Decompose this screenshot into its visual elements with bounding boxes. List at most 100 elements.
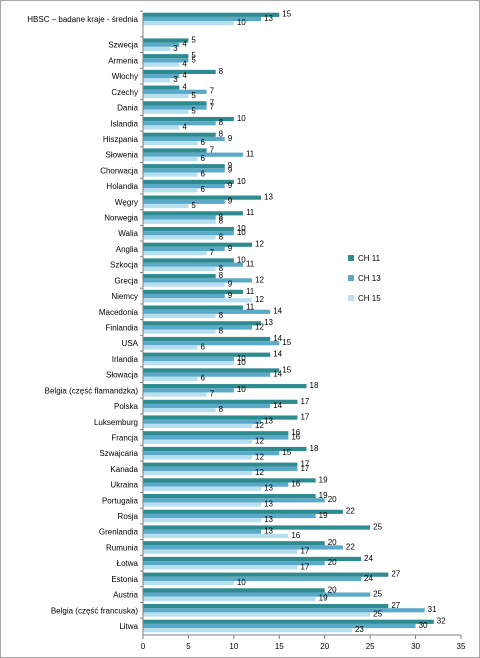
- data-label-ch-11-slowenia: 7: [210, 145, 215, 154]
- bar-ch-15-szwecja: [143, 46, 171, 52]
- data-label-ch-11-holandia: 10: [237, 177, 246, 186]
- category-label-slowacja: Słowacja: [106, 371, 139, 380]
- data-label-ch-15-rumunia: 17: [300, 547, 309, 556]
- bar-ch-15-slowacja: [143, 376, 198, 381]
- data-label-ch-13-luksemburg: 13: [264, 417, 273, 426]
- bar-ch-15-szwajcaria: [143, 455, 253, 460]
- category-label-anglia: Anglia: [116, 245, 139, 254]
- data-label-ch-15-usa: 6: [201, 342, 206, 351]
- bar-ch-13-ukraina: [143, 482, 289, 487]
- category-label-macedonia: Macedonia: [99, 308, 139, 317]
- bar-ch-11-macedonia: [143, 305, 243, 310]
- data-label-ch-11-chorwacja: 9: [228, 161, 233, 170]
- bar-ch-11-luksemburg: [143, 415, 298, 420]
- data-label-ch-11-norwegia: 11: [246, 208, 255, 217]
- data-label-ch-15-polska: 8: [219, 405, 224, 414]
- bar-ch-11-belgia-czesc-francuska: [143, 603, 389, 609]
- data-label-ch-11-szwajcaria: 18: [310, 444, 319, 453]
- bar-ch-11-holandia: [143, 179, 234, 185]
- data-label-ch-11-belgia-czesc-flamandzka: 18: [310, 381, 319, 390]
- bar-ch-15-finlandia: [143, 329, 216, 334]
- data-label-ch-11-czechy: 4: [182, 83, 187, 92]
- bar-ch-11-rosja: [143, 509, 343, 514]
- bar-ch-15-rumunia: [143, 549, 298, 554]
- data-label-ch-11-grenlandia: 25: [373, 522, 382, 531]
- bar-ch-13-francja: [143, 435, 289, 440]
- data-label-ch-11-belgia-czesc-francuska: 27: [391, 601, 400, 610]
- bar-ch-15-luksemburg: [143, 423, 253, 429]
- bar-ch-15-usa: [143, 345, 198, 350]
- bar-ch-13-estonia: [143, 576, 362, 581]
- data-label-ch-15-walia: 8: [219, 232, 224, 241]
- bar-ch-11-finlandia: [143, 321, 262, 326]
- bar-ch-11-chorwacja: [143, 164, 225, 169]
- data-label-ch-15-holandia: 6: [201, 185, 206, 194]
- data-label-ch-13-dania: 7: [210, 102, 215, 111]
- bar-ch-13-szwajcaria: [143, 451, 280, 456]
- data-label-ch-15-finlandia: 8: [219, 327, 224, 336]
- legend-swatch-ch-13: [348, 275, 354, 281]
- bar-ch-13-wlochy: [143, 74, 180, 79]
- data-label-ch-13-portugalia: 20: [328, 495, 337, 504]
- bar-ch-11-niemcy: [143, 289, 243, 294]
- bar-ch-15-austria: [143, 596, 316, 601]
- bar-ch-11-francja: [143, 431, 289, 436]
- x-tick-label-5: 5: [186, 642, 191, 651]
- bar-ch-11-ukraina: [143, 478, 316, 483]
- category-label-slowenia: Słowenia: [106, 151, 139, 160]
- data-label-ch-11-islandia: 10: [237, 114, 246, 123]
- data-label-ch-13-macedonia: 14: [273, 307, 282, 316]
- data-label-ch-15-belgia-czesc-flamandzka: 7: [210, 389, 215, 398]
- data-label-ch-13-szwajcaria: 15: [282, 448, 291, 457]
- data-label-ch-11-wlochy: 8: [219, 67, 224, 76]
- bar-ch-13-islandia: [143, 121, 216, 126]
- bar-ch-13-wegry: [143, 199, 225, 204]
- data-label-ch-15-belgia-czesc-francuska: 25: [373, 609, 382, 618]
- data-label-ch-11-portugalia: 19: [319, 491, 328, 500]
- data-label-ch-15-grecja: 9: [228, 279, 233, 288]
- data-label-ch-13-wegry: 9: [228, 197, 233, 206]
- legend-label-ch-11: CH 11: [358, 254, 381, 263]
- bar-ch-15-grenlandia: [143, 533, 289, 539]
- bar-ch-11-grecja: [143, 274, 216, 279]
- category-label-rumunia: Rumunia: [106, 543, 139, 552]
- data-label-ch-13-anglia: 9: [228, 244, 233, 253]
- data-label-ch-13-rumunia: 22: [346, 542, 355, 551]
- bar-ch-13-slowacja: [143, 372, 271, 377]
- data-label-ch-15-macedonia: 8: [219, 311, 224, 320]
- data-label-ch-11-szwecja: 5: [191, 35, 196, 44]
- data-label-ch-11-szkocja: 10: [237, 255, 246, 264]
- legend-swatch-ch-15: [348, 295, 354, 301]
- category-label-hiszpania: Hiszpania: [103, 135, 139, 144]
- data-label-ch-13-rosja: 19: [319, 511, 328, 520]
- data-label-ch-13-austria: 25: [373, 589, 382, 598]
- bar-ch-15-polska: [143, 408, 216, 413]
- data-label-ch-11-kanada: 17: [300, 460, 309, 469]
- data-label-ch-15-wlochy: 3: [173, 75, 178, 84]
- bar-ch-13-austria: [143, 592, 371, 597]
- data-label-ch-11-anglia: 12: [255, 240, 264, 249]
- data-label-ch-15-wegry: 5: [191, 201, 196, 210]
- legend-label-ch-15: CH 15: [358, 294, 381, 303]
- data-label-ch-13-grecja: 12: [255, 275, 264, 284]
- category-label-armenia: Armenia: [108, 56, 138, 65]
- data-label-ch-11-armenia: 5: [191, 51, 196, 60]
- bar-ch-15-norwegia: [143, 219, 216, 224]
- x-tick-label-35: 35: [457, 642, 466, 651]
- bar-ch-13-lotwa: [143, 561, 325, 566]
- bar-ch-11-irlandia: [143, 352, 271, 357]
- legend-swatch-ch-11: [348, 255, 354, 261]
- bar-ch-13-norwegia: [143, 215, 216, 220]
- bar-ch-13-macedonia: [143, 309, 271, 314]
- bar-ch-15-rosja: [143, 518, 262, 523]
- data-label-ch-11-rumunia: 20: [328, 538, 337, 547]
- bar-ch-11-austria: [143, 588, 325, 593]
- data-label-ch-11-ukraina: 19: [319, 475, 328, 484]
- category-label-chorwacja: Chorwacja: [100, 166, 138, 175]
- data-label-ch-11-usa: 14: [273, 334, 282, 343]
- data-label-ch-15-rosja: 13: [264, 515, 273, 524]
- bar-ch-11-slowacja: [143, 368, 280, 373]
- bar-ch-11-hiszpania: [143, 132, 216, 137]
- data-label-ch-15-slowacja: 6: [201, 374, 206, 383]
- category-label-litwa: Litwa: [119, 622, 138, 631]
